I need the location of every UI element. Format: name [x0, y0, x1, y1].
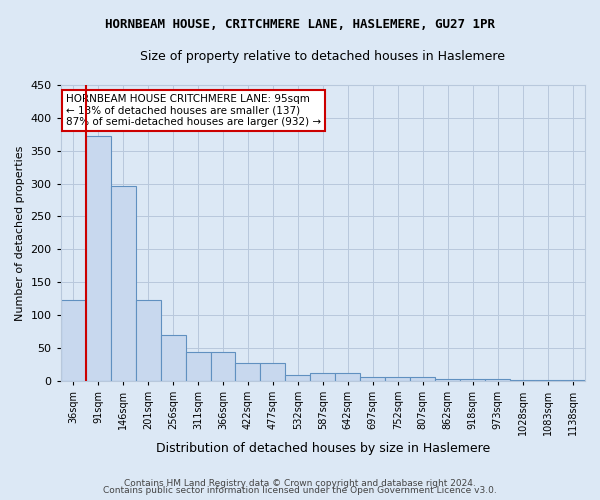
Text: Contains public sector information licensed under the Open Government Licence v3: Contains public sector information licen… [103, 486, 497, 495]
Bar [136, 300, 161, 380]
Bar [286, 376, 310, 380]
Bar [61, 300, 86, 380]
Bar [161, 334, 185, 380]
Bar [260, 363, 286, 380]
Bar [361, 378, 385, 380]
Bar [211, 352, 235, 380]
Bar [235, 363, 260, 380]
Y-axis label: Number of detached properties: Number of detached properties [15, 145, 25, 320]
Bar [335, 374, 361, 380]
Bar [110, 186, 136, 380]
Bar [385, 378, 410, 380]
Text: HORNBEAM HOUSE CRITCHMERE LANE: 95sqm
← 13% of detached houses are smaller (137): HORNBEAM HOUSE CRITCHMERE LANE: 95sqm ← … [66, 94, 321, 127]
Text: HORNBEAM HOUSE, CRITCHMERE LANE, HASLEMERE, GU27 1PR: HORNBEAM HOUSE, CRITCHMERE LANE, HASLEME… [105, 18, 495, 30]
Text: Contains HM Land Registry data © Crown copyright and database right 2024.: Contains HM Land Registry data © Crown c… [124, 478, 476, 488]
Bar [86, 136, 110, 380]
X-axis label: Distribution of detached houses by size in Haslemere: Distribution of detached houses by size … [156, 442, 490, 455]
Bar [410, 378, 435, 380]
Bar [310, 374, 335, 380]
Bar [185, 352, 211, 380]
Title: Size of property relative to detached houses in Haslemere: Size of property relative to detached ho… [140, 50, 505, 63]
